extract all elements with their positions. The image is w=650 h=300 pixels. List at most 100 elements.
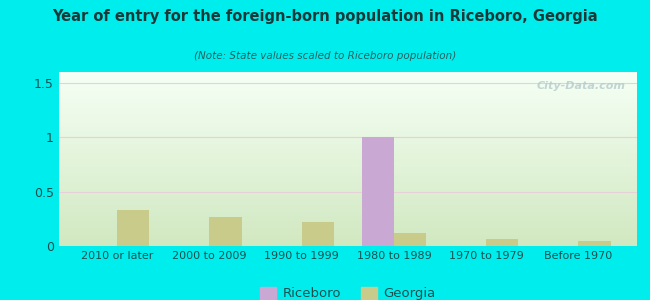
Bar bbox=[58, 116, 637, 117]
Bar bbox=[58, 90, 637, 91]
Bar bbox=[58, 173, 637, 174]
Bar bbox=[58, 184, 637, 185]
Bar bbox=[58, 156, 637, 157]
Bar bbox=[58, 125, 637, 126]
Bar bbox=[58, 120, 637, 121]
Bar bbox=[58, 174, 637, 175]
Bar bbox=[58, 215, 637, 216]
Bar bbox=[58, 113, 637, 114]
Bar bbox=[361, 137, 394, 246]
Bar bbox=[58, 117, 637, 118]
Bar bbox=[58, 223, 637, 224]
Bar bbox=[58, 119, 637, 120]
Bar bbox=[58, 149, 637, 150]
Bar bbox=[58, 153, 637, 154]
Bar bbox=[58, 106, 637, 107]
Bar bbox=[58, 105, 637, 106]
Bar bbox=[58, 87, 637, 88]
Bar bbox=[58, 88, 637, 89]
Bar bbox=[58, 218, 637, 219]
Bar bbox=[394, 233, 426, 246]
Bar bbox=[58, 151, 637, 152]
Bar bbox=[58, 214, 637, 215]
Bar bbox=[58, 241, 637, 242]
Bar bbox=[58, 76, 637, 77]
Bar bbox=[58, 228, 637, 229]
Bar bbox=[58, 222, 637, 223]
Bar bbox=[58, 127, 637, 128]
Bar bbox=[58, 202, 637, 203]
Bar bbox=[58, 204, 637, 205]
Bar bbox=[58, 161, 637, 162]
Bar bbox=[58, 132, 637, 133]
Bar bbox=[58, 203, 637, 204]
Bar bbox=[58, 233, 637, 234]
Bar bbox=[58, 189, 637, 190]
Bar bbox=[58, 92, 637, 93]
Bar bbox=[58, 91, 637, 92]
Bar bbox=[58, 133, 637, 134]
Bar bbox=[58, 192, 637, 193]
Bar bbox=[58, 231, 637, 232]
Bar bbox=[58, 179, 637, 180]
Bar bbox=[58, 166, 637, 167]
Bar bbox=[58, 144, 637, 145]
Bar bbox=[58, 118, 637, 119]
Bar bbox=[58, 83, 637, 84]
Bar bbox=[58, 236, 637, 237]
Bar bbox=[209, 217, 242, 246]
Bar bbox=[58, 146, 637, 147]
Text: (Note: State values scaled to Riceboro population): (Note: State values scaled to Riceboro p… bbox=[194, 51, 456, 61]
Bar bbox=[58, 167, 637, 168]
Bar bbox=[58, 229, 637, 230]
Bar bbox=[58, 159, 637, 160]
Bar bbox=[58, 145, 637, 146]
Bar bbox=[58, 97, 637, 98]
Bar bbox=[58, 89, 637, 90]
Bar bbox=[58, 82, 637, 83]
Bar bbox=[58, 183, 637, 184]
Bar bbox=[58, 138, 637, 139]
Bar bbox=[58, 213, 637, 214]
Bar bbox=[58, 199, 637, 200]
Bar bbox=[58, 141, 637, 142]
Bar bbox=[58, 186, 637, 187]
Bar bbox=[58, 147, 637, 148]
Bar bbox=[58, 108, 637, 109]
Bar bbox=[58, 205, 637, 206]
Bar bbox=[58, 221, 637, 222]
Bar bbox=[58, 180, 637, 181]
Bar bbox=[58, 140, 637, 141]
Bar bbox=[58, 240, 637, 241]
Bar bbox=[58, 100, 637, 101]
Bar bbox=[58, 220, 637, 221]
Bar bbox=[58, 168, 637, 169]
Bar bbox=[58, 224, 637, 225]
Bar bbox=[58, 72, 637, 73]
Bar bbox=[58, 81, 637, 82]
Bar bbox=[58, 142, 637, 143]
Bar bbox=[58, 169, 637, 170]
Bar bbox=[58, 126, 637, 127]
Bar bbox=[58, 209, 637, 210]
Bar bbox=[58, 243, 637, 244]
Bar bbox=[58, 232, 637, 233]
Bar bbox=[58, 170, 637, 171]
Bar bbox=[58, 158, 637, 159]
Bar bbox=[117, 210, 150, 246]
Bar bbox=[58, 124, 637, 125]
Bar bbox=[58, 182, 637, 183]
Bar bbox=[58, 85, 637, 86]
Bar bbox=[58, 188, 637, 189]
Bar bbox=[58, 176, 637, 177]
Bar bbox=[58, 237, 637, 238]
Bar bbox=[58, 202, 637, 203]
Bar bbox=[58, 171, 637, 172]
Bar bbox=[58, 187, 637, 188]
Bar bbox=[58, 226, 637, 227]
Bar bbox=[58, 104, 637, 105]
Bar bbox=[58, 164, 637, 165]
Bar bbox=[58, 193, 637, 194]
Bar bbox=[58, 74, 637, 75]
Bar bbox=[58, 107, 637, 108]
